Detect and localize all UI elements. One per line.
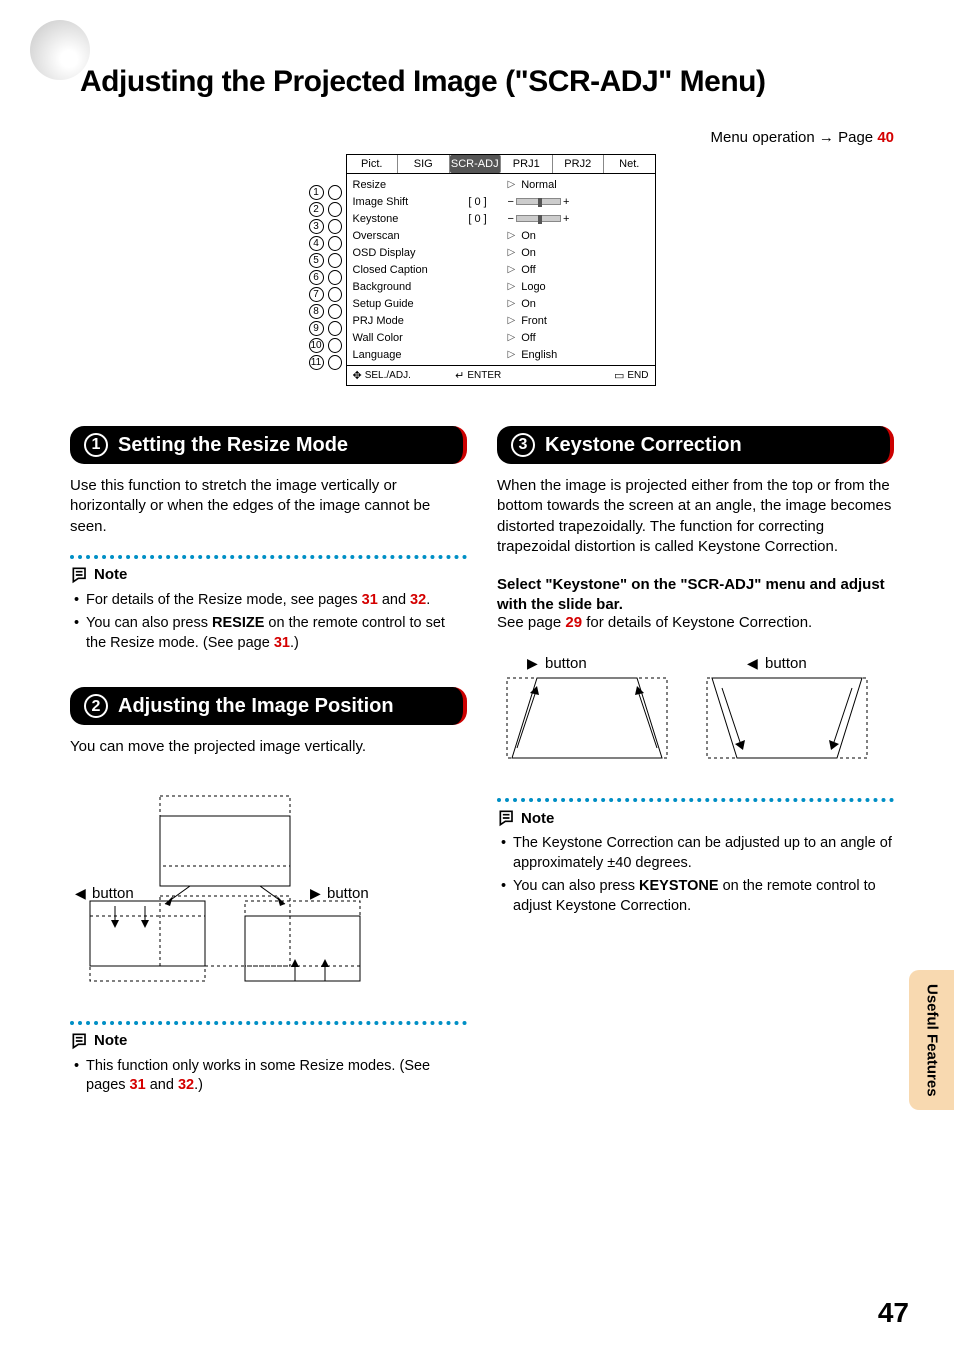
side-tab-useful-features: Useful Features	[909, 970, 954, 1110]
enter-icon: ↵	[455, 369, 464, 382]
section-3-notes: The Keystone Correction can be adjusted …	[497, 834, 894, 916]
section-1-title: Setting the Resize Mode	[118, 433, 348, 457]
osd-row-number: 9	[309, 320, 346, 337]
osd-tab: PRJ2	[553, 155, 605, 173]
osd-row-number: 8	[309, 303, 346, 320]
svg-text:▶: ▶	[310, 885, 321, 901]
page-title: Adjusting the Projected Image ("SCR-ADJ"…	[80, 65, 894, 99]
osd-row: OSD Display▷On	[353, 244, 649, 261]
note-label: Note	[497, 808, 894, 828]
note-item: The Keystone Correction can be adjusted …	[501, 834, 894, 873]
svg-text:button: button	[545, 655, 587, 672]
section-num-2: 2	[84, 694, 108, 718]
note-icon	[70, 565, 90, 585]
note-text: Note	[94, 566, 127, 583]
osd-row: Setup Guide▷On	[353, 295, 649, 312]
section-1-header: 1 Setting the Resize Mode	[70, 426, 467, 464]
page-number: 47	[878, 1297, 909, 1329]
osd-row: Image Shift[ 0 ]−+	[353, 193, 649, 210]
menu-op-text: Menu operation	[711, 129, 815, 146]
osd-row-number: 7	[309, 286, 346, 303]
section-2-header: 2 Adjusting the Image Position	[70, 687, 467, 725]
osd-row: Overscan▷On	[353, 227, 649, 244]
svg-text:▶: ▶	[527, 655, 538, 671]
osd-footer: ✥SEL./ADJ. ↵ENTER ▭END	[347, 365, 655, 385]
section-2-notes: This function only works in some Resize …	[70, 1057, 467, 1096]
note-separator	[497, 798, 894, 802]
osd-row-number: 6	[309, 269, 346, 286]
osd-tab: Pict.	[347, 155, 399, 173]
side-tab-label: Useful Features	[923, 984, 941, 1097]
osd-row: Resize▷Normal	[353, 176, 649, 193]
note-item: For details of the Resize mode, see page…	[74, 591, 467, 611]
osd-row-number: 10	[309, 337, 346, 354]
svg-text:button: button	[327, 885, 369, 902]
note-separator	[70, 555, 467, 559]
foot-enter: ENTER	[467, 370, 501, 381]
instr-header: Select "Keystone" on the "SCR-ADJ" menu …	[497, 575, 894, 614]
osd-row-number: 4	[309, 235, 346, 252]
osd-menu-figure: 1234567891011 Pict.SIGSCR-ADJPRJ1PRJ2Net…	[70, 154, 894, 386]
section-3-instruction: Select "Keystone" on the "SCR-ADJ" menu …	[497, 575, 894, 631]
osd-body: Resize▷NormalImage Shift[ 0 ]−+Keystone[…	[347, 174, 655, 365]
section-1-body: Use this function to stretch the image v…	[70, 476, 467, 537]
svg-text:◀: ◀	[747, 655, 758, 671]
menu-op-page-num: 40	[877, 129, 894, 146]
section-1-notes: For details of the Resize mode, see page…	[70, 591, 467, 654]
note-label: Note	[70, 565, 467, 585]
svg-text:button: button	[92, 885, 134, 902]
note-item: You can also press KEYSTONE on the remot…	[501, 877, 894, 916]
foot-end: END	[627, 370, 648, 381]
osd-tab: SIG	[398, 155, 450, 173]
section-3-body: When the image is projected either from …	[497, 476, 894, 557]
svg-text:◀: ◀	[75, 885, 86, 901]
note-label: Note	[70, 1031, 467, 1051]
keystone-diagram: ▶ button ◀ button	[497, 653, 877, 773]
osd-tab: Net.	[604, 155, 655, 173]
osd-tab: SCR-ADJ	[450, 155, 502, 173]
note-text: Note	[521, 810, 554, 827]
note-icon	[497, 808, 517, 828]
note-icon	[70, 1031, 90, 1051]
nav-icon: ✥	[353, 369, 362, 382]
section-3-title: Keystone Correction	[545, 433, 742, 457]
osd-row: PRJ Mode▷Front	[353, 312, 649, 329]
note-text: Note	[94, 1032, 127, 1049]
osd-row-number: 5	[309, 252, 346, 269]
note-separator	[70, 1021, 467, 1025]
section-num-1: 1	[84, 433, 108, 457]
osd-row-number: 1	[309, 184, 346, 201]
foot-sel: SEL./ADJ.	[365, 370, 411, 381]
osd-row-number: 11	[309, 354, 346, 371]
osd-tabs: Pict.SIGSCR-ADJPRJ1PRJ2Net.	[347, 155, 655, 174]
corner-gradient-icon	[30, 20, 90, 80]
note-item: You can also press RESIZE on the remote …	[74, 614, 467, 653]
osd-tab: PRJ1	[501, 155, 553, 173]
instr-sub: See page 29 for details of Keystone Corr…	[497, 614, 894, 631]
osd-row-number: 3	[309, 218, 346, 235]
osd-row: Wall Color▷Off	[353, 329, 649, 346]
end-icon: ▭	[614, 369, 624, 382]
osd-row: Background▷Logo	[353, 278, 649, 295]
section-num-3: 3	[511, 433, 535, 457]
section-2-title: Adjusting the Image Position	[118, 694, 394, 718]
svg-text:button: button	[765, 655, 807, 672]
arrow-right-icon: →	[819, 129, 834, 146]
menu-operation-ref: Menu operation → Page 40	[70, 129, 894, 146]
menu-op-page-label: Page	[838, 129, 873, 146]
note-item: This function only works in some Resize …	[74, 1057, 467, 1096]
osd-row-number: 2	[309, 201, 346, 218]
osd-row: Closed Caption▷Off	[353, 261, 649, 278]
image-shift-diagram: ◀ button ▶ button	[70, 786, 380, 996]
section-2-body: You can move the projected image vertica…	[70, 737, 467, 757]
osd-row: Keystone[ 0 ]−+	[353, 210, 649, 227]
osd-row: Language▷English	[353, 346, 649, 363]
section-3-header: 3 Keystone Correction	[497, 426, 894, 464]
